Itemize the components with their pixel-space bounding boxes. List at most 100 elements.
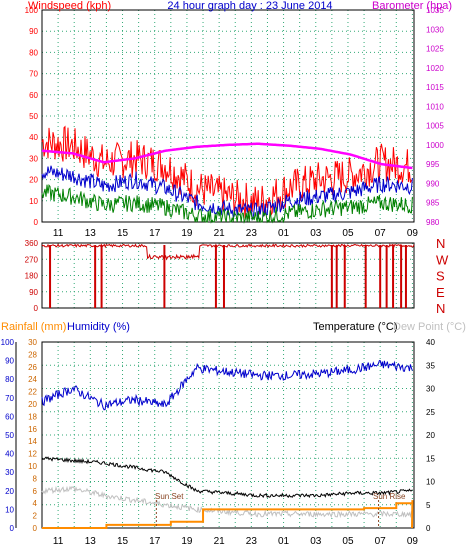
compass-label: N <box>436 301 445 316</box>
rainfall-tick-label: 16 <box>28 425 37 434</box>
bottom-x-tick-label: 23 <box>246 536 258 547</box>
sunset-annotation: Sun Set <box>155 492 184 501</box>
rainfall-tick-label: 0 <box>33 524 38 533</box>
barometer-tick-label: 1000 <box>426 141 444 150</box>
rainfall-tick-label: 2 <box>33 512 38 521</box>
top-x-tick-label: 07 <box>375 228 387 239</box>
rainfall-axis-label: Rainfall (mm) <box>1 321 66 333</box>
bottom-x-tick-label: 03 <box>310 536 322 547</box>
direction-tick-label: 180 <box>25 272 39 281</box>
bottom-x-tick-label: 15 <box>117 536 129 547</box>
windspeed-tick-label: 60 <box>29 91 38 100</box>
top-x-tick-label: 13 <box>85 228 97 239</box>
series-humidity <box>41 360 413 411</box>
humidity-tick-label: 90 <box>5 357 14 366</box>
top-x-tick-label: 05 <box>342 228 354 239</box>
barometer-tick-label: 980 <box>426 218 440 227</box>
windspeed-tick-label: 30 <box>29 154 38 163</box>
barometer-tick-label: 995 <box>426 160 440 169</box>
panel-frame-direction <box>41 242 415 309</box>
series-low <box>41 183 413 224</box>
rainfall-tick-label: 10 <box>28 462 37 471</box>
series-average <box>41 165 413 221</box>
panel-frame-wind <box>41 9 415 223</box>
barometer-tick-label: 1030 <box>426 25 444 34</box>
rainfall-tick-label: 12 <box>28 450 37 459</box>
bottom-x-tick-label: 05 <box>342 536 354 547</box>
rainfall-tick-label: 6 <box>33 487 38 496</box>
top-x-tick-label: 21 <box>214 228 226 239</box>
series-barometer <box>41 142 413 170</box>
humidity-tick-label: 30 <box>5 468 14 477</box>
top-x-tick-label: 17 <box>149 228 161 239</box>
rainfall-tick-label: 20 <box>28 400 37 409</box>
temperature-tick-label: 15 <box>426 454 435 463</box>
temperature-tick-label: 5 <box>426 501 431 510</box>
rainfall-tick-label: 22 <box>28 388 37 397</box>
direction-tick-label: 360 <box>25 239 39 248</box>
top-x-tick-label: 23 <box>246 228 258 239</box>
windspeed-tick-label: 80 <box>29 48 38 57</box>
compass-label: W <box>436 252 449 267</box>
temperature-tick-label: 0 <box>426 524 431 533</box>
rainfall-tick-label: 28 <box>28 350 37 359</box>
bottom-x-tick-label: 13 <box>85 536 97 547</box>
dewpoint-axis-label: Dew Point (°C) <box>393 321 466 333</box>
humidity-tick-label: 80 <box>5 375 14 384</box>
humidity-tick-label: 10 <box>5 505 14 514</box>
chart-title: 24 hour graph day : 23 June 2014 <box>167 0 332 12</box>
barometer-tick-label: 1010 <box>426 102 444 111</box>
windspeed-tick-label: 20 <box>29 176 38 185</box>
rainfall-tick-label: 18 <box>28 412 37 421</box>
humidity-tick-label: 40 <box>5 450 14 459</box>
top-x-tick-label: 11 <box>53 228 64 239</box>
temperature-tick-label: 35 <box>426 361 435 370</box>
compass-label: E <box>436 285 445 300</box>
top-x-tick-label: 19 <box>181 228 193 239</box>
compass-label: S <box>436 269 445 284</box>
rainfall-tick-label: 8 <box>33 474 38 483</box>
sunrise-annotation: Sun Rise <box>373 492 406 501</box>
bottom-x-tick-label: 01 <box>278 536 290 547</box>
temperature-tick-label: 10 <box>426 478 435 487</box>
bottom-x-tick-label: 17 <box>149 536 161 547</box>
top-x-tick-label: 15 <box>117 228 129 239</box>
barometer-tick-label: 1025 <box>426 45 444 54</box>
series-dewpoint <box>41 485 413 519</box>
barometer-tick-label: 1005 <box>426 122 444 131</box>
rainfall-tick-label: 30 <box>28 338 37 347</box>
direction-tick-label: 90 <box>29 288 38 297</box>
barometer-tick-label: 1035 <box>426 6 444 15</box>
direction-tick-label: 270 <box>25 255 39 264</box>
bottom-x-tick-label: 07 <box>375 536 387 547</box>
windspeed-tick-label: 100 <box>25 6 39 15</box>
rainfall-tick-label: 26 <box>28 363 37 372</box>
rainfall-tick-label: 14 <box>28 437 37 446</box>
series-rainfall <box>42 500 414 529</box>
barometer-tick-label: 1020 <box>426 64 444 73</box>
barometer-axis-label: Barometer (hpa) <box>372 0 452 12</box>
series-wind-direction <box>41 243 415 261</box>
direction-tick-label: 0 <box>34 304 39 313</box>
humidity-tick-label: 60 <box>5 412 14 421</box>
top-x-tick-label: 09 <box>407 228 419 239</box>
barometer-tick-label: 990 <box>426 179 440 188</box>
humidity-axis-label: Humidity (%) <box>67 321 130 333</box>
rainfall-tick-label: 24 <box>28 375 37 384</box>
top-x-tick-label: 01 <box>278 228 290 239</box>
series-temperature <box>41 456 413 499</box>
windspeed-tick-label: 90 <box>29 27 38 36</box>
top-x-tick-label: 03 <box>310 228 322 239</box>
barometer-tick-label: 985 <box>426 199 440 208</box>
bottom-x-tick-label: 09 <box>407 536 419 547</box>
temperature-tick-label: 40 <box>426 338 435 347</box>
windspeed-tick-label: 0 <box>34 218 39 227</box>
humidity-tick-label: 20 <box>5 487 14 496</box>
bottom-x-tick-label: 21 <box>214 536 226 547</box>
humidity-tick-label: 70 <box>5 394 14 403</box>
humidity-tick-label: 100 <box>1 338 15 347</box>
windspeed-tick-label: 10 <box>29 197 38 206</box>
windspeed-tick-label: 70 <box>29 70 38 79</box>
